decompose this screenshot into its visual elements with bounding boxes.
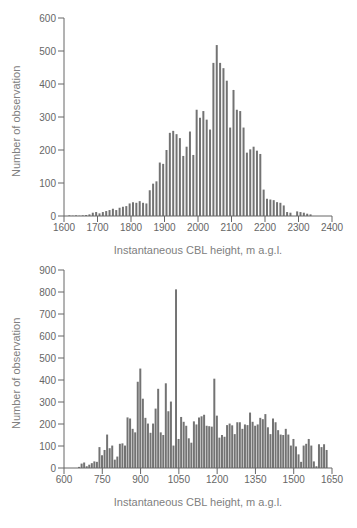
svg-text:1700: 1700 xyxy=(86,222,109,233)
svg-text:0: 0 xyxy=(50,211,56,222)
svg-text:600: 600 xyxy=(56,474,73,485)
svg-text:300: 300 xyxy=(39,112,56,123)
svg-text:2400: 2400 xyxy=(321,222,344,233)
svg-text:600: 600 xyxy=(39,13,56,24)
svg-text:1800: 1800 xyxy=(120,222,143,233)
svg-text:500: 500 xyxy=(39,46,56,57)
svg-text:200: 200 xyxy=(39,145,56,156)
svg-text:1500: 1500 xyxy=(283,474,306,485)
svg-text:2100: 2100 xyxy=(220,222,243,233)
svg-text:800: 800 xyxy=(39,287,56,298)
svg-text:0: 0 xyxy=(50,463,56,474)
svg-text:Number of observation: Number of observation xyxy=(10,318,22,429)
svg-text:400: 400 xyxy=(39,375,56,386)
svg-text:750: 750 xyxy=(94,474,111,485)
svg-text:2300: 2300 xyxy=(287,222,310,233)
svg-text:1350: 1350 xyxy=(244,474,267,485)
svg-text:100: 100 xyxy=(39,178,56,189)
svg-text:600: 600 xyxy=(39,331,56,342)
svg-text:1050: 1050 xyxy=(168,474,191,485)
svg-text:400: 400 xyxy=(39,79,56,90)
svg-text:1900: 1900 xyxy=(153,222,176,233)
svg-text:Instantaneous CBL height, m a.: Instantaneous CBL height, m a.g.l. xyxy=(114,496,282,508)
svg-text:2200: 2200 xyxy=(254,222,277,233)
svg-text:Number of observation: Number of observation xyxy=(10,66,22,177)
svg-text:500: 500 xyxy=(39,353,56,364)
svg-text:Instantaneous CBL height, m a.: Instantaneous CBL height, m a.g.l. xyxy=(114,244,282,256)
svg-text:900: 900 xyxy=(39,265,56,276)
svg-text:200: 200 xyxy=(39,419,56,430)
svg-text:300: 300 xyxy=(39,397,56,408)
svg-text:2000: 2000 xyxy=(187,222,210,233)
svg-text:1600: 1600 xyxy=(53,222,76,233)
svg-text:1200: 1200 xyxy=(206,474,229,485)
svg-text:900: 900 xyxy=(132,474,149,485)
svg-text:700: 700 xyxy=(39,309,56,320)
svg-text:100: 100 xyxy=(39,441,56,452)
svg-text:1650: 1650 xyxy=(321,474,344,485)
